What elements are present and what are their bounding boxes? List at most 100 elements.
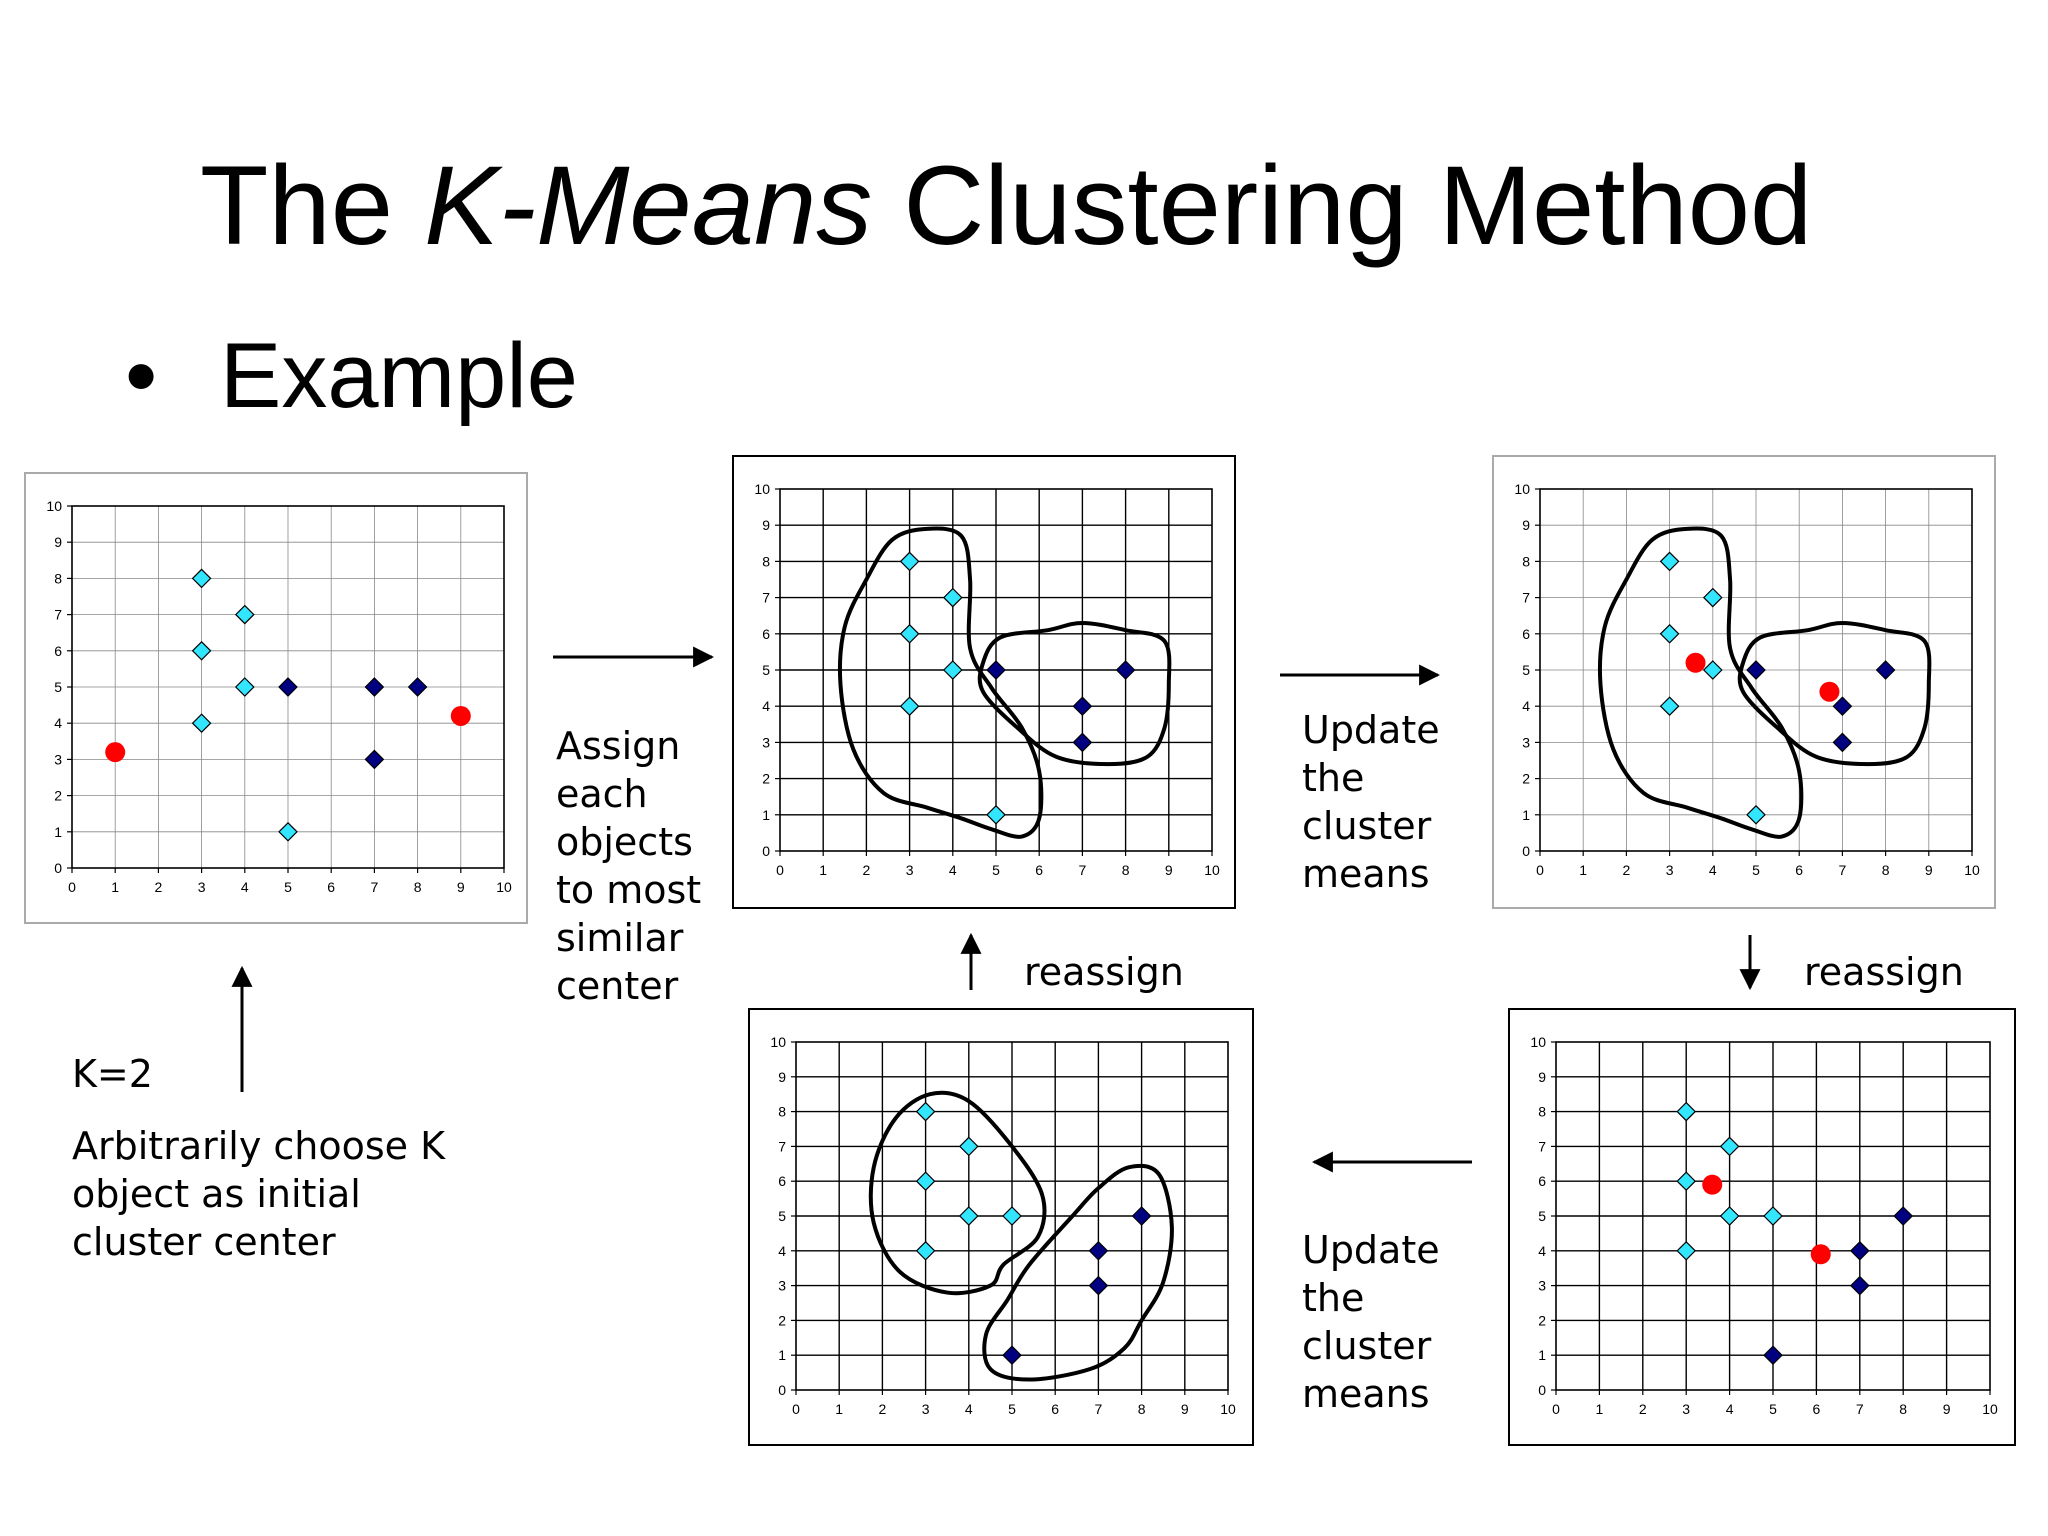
x-tick-label: 5	[1008, 1401, 1016, 1417]
chart-panel-assigned: 0 1 2 3 4 5 6 7 8 9 10 0 1 2 3 4 5 6 7 8 9 10	[732, 455, 1236, 909]
y-tick-label: 0	[1538, 1382, 1546, 1398]
cluster-outline	[1597, 526, 1804, 839]
data-point-diamond	[1763, 1345, 1783, 1366]
chart-panel-updated-1: 0 1 2 3 4 5 6 7 8 9 10 0 1 2 3 4 5 6 7 8 9 10	[1492, 455, 1996, 909]
y-tick-label: 2	[778, 1312, 786, 1328]
data-point-diamond	[1659, 696, 1680, 717]
x-tick-label: 4	[1726, 1401, 1734, 1417]
y-tick-label: 3	[762, 734, 770, 750]
x-tick-label: 3	[906, 862, 914, 878]
x-tick-label: 4	[1709, 862, 1717, 878]
assign-line: center	[556, 964, 679, 1008]
y-tick-label: 10	[1530, 1034, 1546, 1050]
y-tick-label: 6	[762, 626, 770, 642]
x-tick-label: 0	[68, 879, 76, 895]
init-line: Arbitrarily choose K	[72, 1124, 446, 1168]
data-point-diamond	[1676, 1240, 1697, 1261]
x-tick-label: 2	[863, 862, 871, 878]
data-point-diamond	[958, 1206, 979, 1226]
data-point-diamond	[1088, 1240, 1109, 1261]
update-line: cluster	[1302, 1324, 1432, 1368]
y-tick-label: 10	[754, 481, 770, 497]
data-point-diamond	[899, 623, 920, 644]
data-point-diamond	[364, 677, 385, 697]
x-tick-label: 1	[111, 879, 119, 895]
y-tick-label: 5	[1538, 1208, 1546, 1224]
y-tick-label: 2	[1522, 771, 1530, 787]
cluster-outline	[977, 620, 1172, 767]
assign-description: Assign each objects to most similar cent…	[556, 722, 701, 1010]
chart-panel-reassigned: 0 1 2 3 4 5 6 7 8 9 10 0 1 2 3 4 5 6 7 8 9 10	[748, 1008, 1254, 1446]
data-point-diamond	[1832, 732, 1853, 753]
data-point-diamond	[1002, 1206, 1022, 1226]
x-tick-label: 5	[284, 879, 292, 895]
x-tick-label: 0	[792, 1401, 800, 1417]
x-tick-label: 10	[496, 879, 512, 895]
reassign-middle-label: reassign	[1024, 950, 1184, 994]
x-tick-label: 7	[1095, 1401, 1103, 1417]
chart-updated-1: 0 1 2 3 4 5 6 7 8 9 10 0 1 2 3 4 5 6 7 8 9 10	[1514, 481, 1980, 878]
y-tick-label: 0	[778, 1382, 786, 1398]
x-tick-label: 10	[1982, 1401, 1998, 1417]
data-point-diamond	[1849, 1275, 1870, 1296]
title-suffix: Clustering Method	[872, 143, 1813, 268]
data-point-diamond	[1702, 660, 1723, 680]
data-point-diamond	[986, 660, 1006, 680]
cluster-outline	[837, 526, 1044, 839]
y-tick-label: 5	[1522, 662, 1530, 678]
y-tick-label: 5	[778, 1208, 786, 1224]
x-tick-label: 4	[949, 862, 957, 878]
cluster-outline	[868, 1090, 1047, 1296]
x-tick-label: 6	[1813, 1401, 1821, 1417]
data-point-diamond	[1676, 1171, 1697, 1192]
update-line: Update	[1302, 1228, 1440, 1272]
bullet-dot-icon: •	[125, 325, 158, 427]
x-tick-label: 9	[1181, 1401, 1189, 1417]
data-point-diamond	[942, 660, 963, 680]
data-point-diamond	[1763, 1206, 1783, 1226]
x-tick-label: 1	[819, 862, 827, 878]
data-point-diamond	[915, 1101, 936, 1122]
data-point-diamond	[1676, 1101, 1697, 1122]
data-point-diamond	[1659, 623, 1680, 644]
data-point-diamond	[1131, 1206, 1152, 1226]
x-tick-label: 1	[835, 1401, 843, 1417]
x-tick-label: 5	[992, 862, 1000, 878]
data-point-diamond	[1072, 732, 1093, 753]
data-point-diamond	[1659, 551, 1680, 572]
init-description: Arbitrarily choose K object as initial c…	[72, 1122, 445, 1266]
assign-line: each	[556, 772, 648, 816]
data-point-diamond	[191, 568, 212, 589]
data-point-diamond	[1072, 696, 1093, 717]
y-tick-label: 3	[1538, 1278, 1546, 1294]
cluster-center-dot	[1702, 1174, 1723, 1195]
data-point-diamond	[958, 1136, 979, 1157]
y-tick-label: 9	[1538, 1069, 1546, 1085]
y-tick-label: 0	[762, 843, 770, 859]
x-tick-label: 10	[1964, 862, 1980, 878]
update-line: the	[1302, 756, 1365, 800]
x-tick-label: 0	[776, 862, 784, 878]
x-tick-label: 6	[327, 879, 335, 895]
x-tick-label: 6	[1051, 1401, 1059, 1417]
y-tick-label: 4	[1522, 698, 1530, 714]
cluster-center-dot	[450, 705, 471, 726]
reassign-right-label: reassign	[1804, 950, 1964, 994]
x-tick-label: 6	[1795, 862, 1803, 878]
x-tick-label: 10	[1220, 1401, 1236, 1417]
y-tick-label: 9	[54, 534, 62, 550]
data-point-diamond	[191, 713, 212, 734]
data-point-diamond	[364, 749, 385, 770]
y-tick-label: 10	[770, 1034, 786, 1050]
y-tick-label: 4	[1538, 1243, 1546, 1259]
y-tick-label: 1	[1538, 1347, 1546, 1363]
x-tick-label: 9	[1165, 862, 1173, 878]
x-tick-label: 8	[1882, 862, 1890, 878]
x-tick-label: 0	[1552, 1401, 1560, 1417]
x-tick-label: 2	[1623, 862, 1631, 878]
data-point-diamond	[915, 1240, 936, 1261]
data-point-diamond	[1746, 660, 1766, 680]
x-tick-label: 2	[879, 1401, 887, 1417]
cluster-center-dot	[105, 742, 126, 763]
